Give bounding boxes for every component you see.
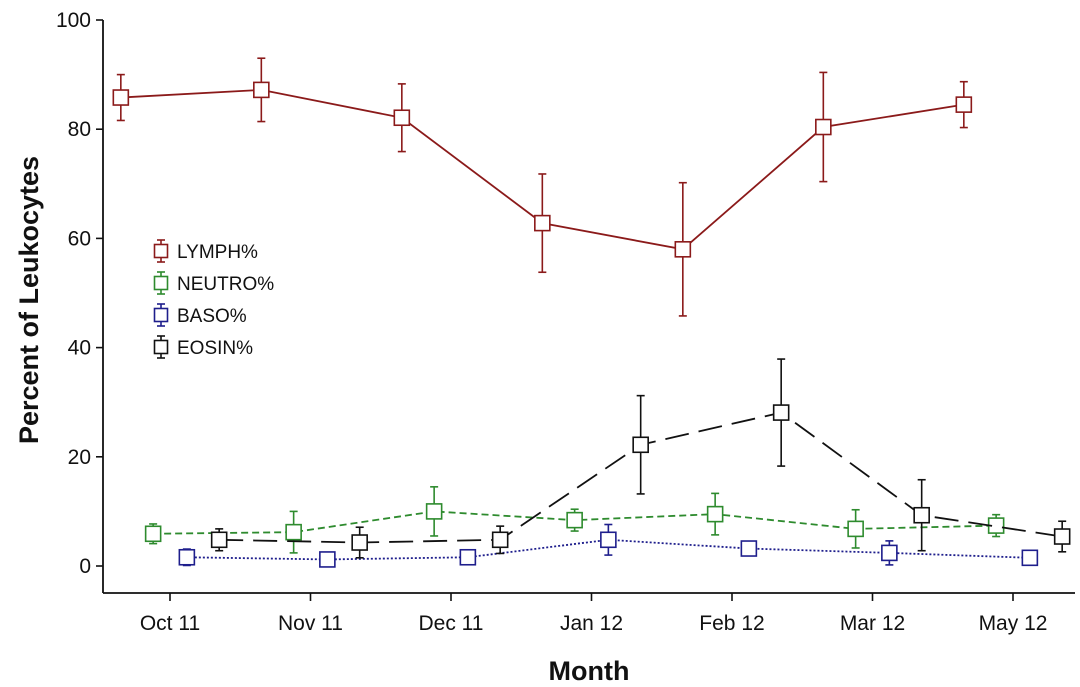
data-point-marker: [319, 551, 336, 568]
data-point-marker: [881, 544, 898, 562]
x-tick-label: Feb 12: [699, 612, 764, 635]
y-tick-label: 80: [68, 118, 91, 141]
data-point-marker: [285, 523, 302, 541]
data-point-marker: [393, 109, 411, 127]
series-eosin: [210, 358, 1071, 559]
plot-area: 0 20 40 60 80 100 Oct 11 Nov 11 Dec 11 Jan 12 Feb…: [56, 9, 1075, 635]
legend-marker: [153, 339, 169, 355]
data-point-marker: [178, 548, 196, 566]
x-tick-label: May 12: [979, 612, 1048, 635]
y-tick-label: 20: [68, 446, 91, 469]
legend-marker: [153, 243, 169, 259]
data-point-marker: [847, 520, 864, 538]
data-point-marker: [772, 404, 790, 421]
y-tick-label: 100: [56, 9, 91, 32]
y-tick-label: 0: [79, 555, 91, 578]
data-point-marker: [491, 531, 509, 549]
legend-label: NEUTRO%: [177, 274, 274, 295]
data-point-marker: [534, 214, 551, 232]
legend-label: LYMPH%: [177, 242, 258, 263]
series-neutro: [144, 486, 1005, 554]
legend-marker: [153, 275, 169, 291]
x-axis-ticks: Oct 11 Nov 11 Dec 11 Jan 12 Feb 12 Mar 12 May …: [140, 593, 1048, 635]
data-point-marker: [1053, 528, 1071, 545]
x-axis-title: Month: [549, 656, 630, 686]
series-layer: [112, 57, 1071, 568]
y-axis-title: Percent of Leukocytes: [14, 156, 44, 444]
legend-label: EOSIN%: [177, 338, 253, 359]
data-point-marker: [425, 503, 443, 520]
data-point-marker: [144, 525, 162, 543]
data-point-marker: [955, 96, 973, 113]
data-point-marker: [674, 241, 692, 258]
y-tick-label: 40: [68, 337, 91, 360]
data-point-marker: [706, 505, 724, 523]
data-point-marker: [253, 81, 270, 99]
data-point-marker: [459, 548, 477, 566]
y-axis-ticks: 0 20 40 60 80 100: [56, 9, 103, 578]
data-point-marker: [740, 540, 758, 557]
x-tick-label: Nov 11: [278, 612, 343, 635]
data-point-marker: [351, 534, 368, 551]
data-point-marker: [632, 436, 649, 454]
y-tick-label: 60: [68, 227, 91, 250]
legend-marker: [153, 307, 169, 323]
data-point-marker: [1021, 549, 1039, 567]
x-tick-label: Oct 11: [140, 612, 200, 635]
x-tick-label: Jan 12: [560, 612, 623, 635]
series-baso: [178, 523, 1039, 568]
data-point-marker: [600, 531, 617, 549]
x-tick-label: Mar 12: [840, 612, 905, 635]
legend: LYMPH% NEUTRO% BASO% EOSIN%: [153, 239, 274, 359]
data-point-marker: [210, 531, 228, 549]
legend-label: BASO%: [177, 306, 247, 327]
x-tick-label: Dec 11: [419, 612, 484, 635]
data-point-marker: [566, 511, 583, 529]
series-lymph: [112, 57, 973, 317]
data-point-marker: [815, 118, 832, 136]
data-point-marker: [112, 89, 130, 106]
data-point-marker: [913, 506, 930, 524]
